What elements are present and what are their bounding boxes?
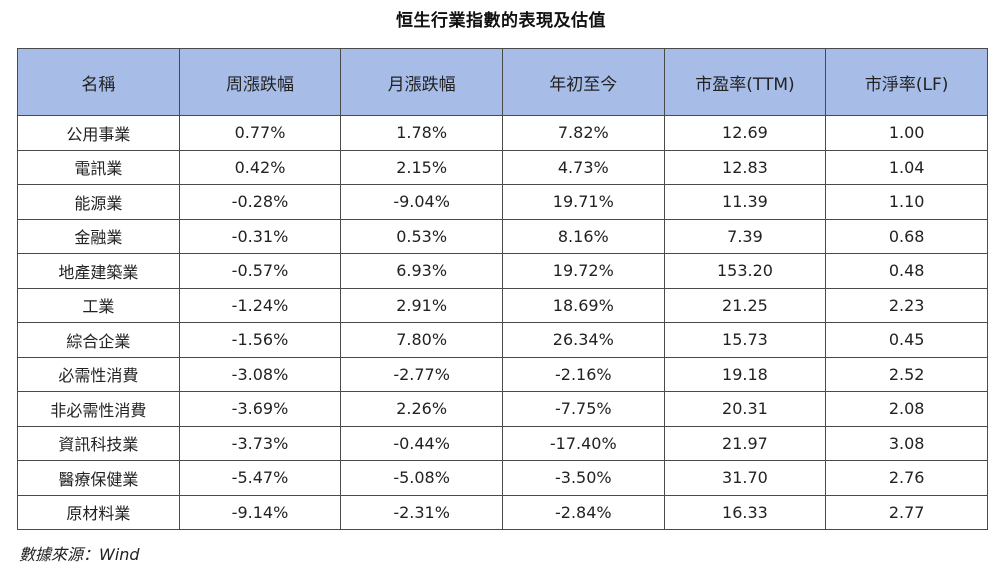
- monthly-change-cell: -5.08%: [340, 460, 503, 496]
- pe-ttm-cell: 19.18: [663, 356, 827, 392]
- monthly-change-cell: -2.77%: [340, 356, 503, 392]
- sector-name-cell: 電訊業: [17, 149, 180, 185]
- pe-ttm-cell: 31.70: [663, 460, 827, 496]
- column-header-name: 名稱: [17, 48, 180, 116]
- weekly-change-cell: -3.69%: [178, 391, 342, 427]
- sector-name-cell: 綜合企業: [17, 322, 180, 358]
- table-row: 公用事業 0.77% 1.78% 7.82% 12.69 1.00: [17, 115, 988, 151]
- sector-table: 名稱 周漲跌幅 月漲跌幅 年初至今 市盈率(TTM) 市淨率(LF) 公用事業 0…: [17, 48, 988, 530]
- table-row: 綜合企業 -1.56% 7.80% 26.34% 15.73 0.45: [17, 322, 988, 358]
- weekly-change-cell: 0.77%: [178, 115, 342, 151]
- monthly-change-cell: 7.80%: [340, 322, 503, 358]
- pe-ttm-cell: 12.83: [663, 149, 827, 185]
- sector-name-cell: 金融業: [17, 218, 180, 254]
- weekly-change-cell: -1.56%: [178, 322, 342, 358]
- weekly-change-cell: -5.47%: [178, 460, 342, 496]
- pb-lf-cell: 1.04: [825, 149, 988, 185]
- ytd-change-cell: 26.34%: [501, 322, 665, 358]
- weekly-change-cell: -0.31%: [178, 218, 342, 254]
- monthly-change-cell: -0.44%: [340, 425, 503, 461]
- monthly-change-cell: 6.93%: [340, 253, 503, 289]
- table-header-row: 名稱 周漲跌幅 月漲跌幅 年初至今 市盈率(TTM) 市淨率(LF): [17, 48, 988, 116]
- monthly-change-cell: 2.15%: [340, 149, 503, 185]
- table-row: 地產建築業 -0.57% 6.93% 19.72% 153.20 0.48: [17, 253, 988, 289]
- column-header-monthly-change: 月漲跌幅: [340, 48, 503, 116]
- ytd-change-cell: 8.16%: [501, 218, 665, 254]
- table-row: 電訊業 0.42% 2.15% 4.73% 12.83 1.04: [17, 149, 988, 185]
- monthly-change-cell: -2.31%: [340, 494, 503, 530]
- source-note: 數據來源：Wind: [19, 545, 140, 564]
- pe-ttm-cell: 21.25: [663, 287, 827, 323]
- sector-name-cell: 地產建築業: [17, 253, 180, 289]
- monthly-change-cell: 0.53%: [340, 218, 503, 254]
- table-row: 金融業 -0.31% 0.53% 8.16% 7.39 0.68: [17, 218, 988, 254]
- weekly-change-cell: -0.28%: [178, 184, 342, 220]
- column-header-pe-ttm: 市盈率(TTM): [663, 48, 827, 116]
- pb-lf-cell: 3.08: [825, 425, 988, 461]
- pb-lf-cell: 2.52: [825, 356, 988, 392]
- pe-ttm-cell: 21.97: [663, 425, 827, 461]
- column-header-weekly-change: 周漲跌幅: [178, 48, 342, 116]
- sector-name-cell: 必需性消費: [17, 356, 180, 392]
- weekly-change-cell: -3.73%: [178, 425, 342, 461]
- column-header-pb-lf: 市淨率(LF): [825, 48, 988, 116]
- table-row: 能源業 -0.28% -9.04% 19.71% 11.39 1.10: [17, 184, 988, 220]
- pb-lf-cell: 1.10: [825, 184, 988, 220]
- pb-lf-cell: 2.23: [825, 287, 988, 323]
- ytd-change-cell: -17.40%: [501, 425, 665, 461]
- ytd-change-cell: -3.50%: [501, 460, 665, 496]
- monthly-change-cell: -9.04%: [340, 184, 503, 220]
- table-row: 原材料業 -9.14% -2.31% -2.84% 16.33 2.77: [17, 494, 988, 530]
- sector-name-cell: 能源業: [17, 184, 180, 220]
- ytd-change-cell: 7.82%: [501, 115, 665, 151]
- sector-name-cell: 公用事業: [17, 115, 180, 151]
- pe-ttm-cell: 7.39: [663, 218, 827, 254]
- ytd-change-cell: -2.16%: [501, 356, 665, 392]
- pe-ttm-cell: 16.33: [663, 494, 827, 530]
- weekly-change-cell: -1.24%: [178, 287, 342, 323]
- monthly-change-cell: 1.78%: [340, 115, 503, 151]
- pb-lf-cell: 2.76: [825, 460, 988, 496]
- pb-lf-cell: 2.08: [825, 391, 988, 427]
- sector-name-cell: 非必需性消費: [17, 391, 180, 427]
- weekly-change-cell: 0.42%: [178, 149, 342, 185]
- pe-ttm-cell: 15.73: [663, 322, 827, 358]
- monthly-change-cell: 2.26%: [340, 391, 503, 427]
- pb-lf-cell: 0.68: [825, 218, 988, 254]
- pe-ttm-cell: 153.20: [663, 253, 827, 289]
- weekly-change-cell: -9.14%: [178, 494, 342, 530]
- table-row: 醫療保健業 -5.47% -5.08% -3.50% 31.70 2.76: [17, 460, 988, 496]
- weekly-change-cell: -3.08%: [178, 356, 342, 392]
- ytd-change-cell: -7.75%: [501, 391, 665, 427]
- pb-lf-cell: 1.00: [825, 115, 988, 151]
- pb-lf-cell: 0.48: [825, 253, 988, 289]
- ytd-change-cell: 18.69%: [501, 287, 665, 323]
- pb-lf-cell: 0.45: [825, 322, 988, 358]
- ytd-change-cell: 19.71%: [501, 184, 665, 220]
- table-row: 工業 -1.24% 2.91% 18.69% 21.25 2.23: [17, 287, 988, 323]
- pe-ttm-cell: 12.69: [663, 115, 827, 151]
- table-row: 必需性消費 -3.08% -2.77% -2.16% 19.18 2.52: [17, 356, 988, 392]
- ytd-change-cell: -2.84%: [501, 494, 665, 530]
- sector-name-cell: 原材料業: [17, 494, 180, 530]
- sector-name-cell: 工業: [17, 287, 180, 323]
- ytd-change-cell: 4.73%: [501, 149, 665, 185]
- table-row: 非必需性消費 -3.69% 2.26% -7.75% 20.31 2.08: [17, 391, 988, 427]
- ytd-change-cell: 19.72%: [501, 253, 665, 289]
- sector-name-cell: 醫療保健業: [17, 460, 180, 496]
- sector-name-cell: 資訊科技業: [17, 425, 180, 461]
- table-title: 恒生行業指數的表現及估值: [396, 11, 606, 31]
- monthly-change-cell: 2.91%: [340, 287, 503, 323]
- pe-ttm-cell: 20.31: [663, 391, 827, 427]
- table-row: 資訊科技業 -3.73% -0.44% -17.40% 21.97 3.08: [17, 425, 988, 461]
- weekly-change-cell: -0.57%: [178, 253, 342, 289]
- pe-ttm-cell: 11.39: [663, 184, 827, 220]
- column-header-ytd: 年初至今: [501, 48, 665, 116]
- pb-lf-cell: 2.77: [825, 494, 988, 530]
